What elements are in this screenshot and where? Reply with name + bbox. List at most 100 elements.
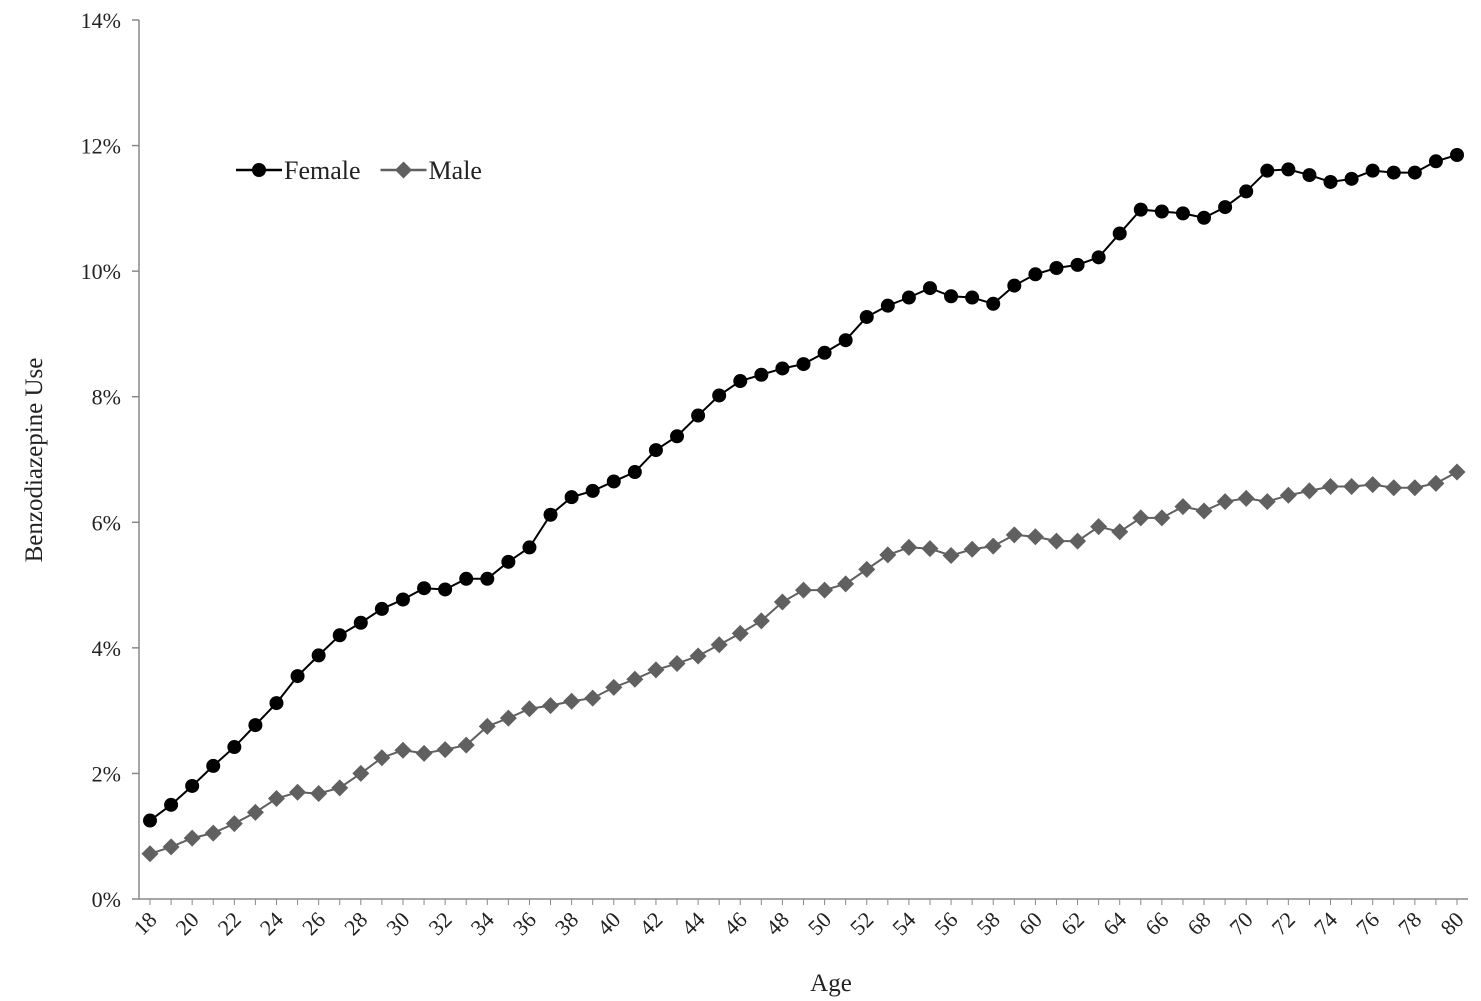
female-point [712, 388, 727, 403]
series-male [141, 463, 1466, 863]
x-tick-label: 22 [213, 907, 246, 940]
female-point [248, 718, 263, 733]
female-point [1365, 163, 1380, 178]
male-point [647, 661, 665, 679]
female-point [543, 507, 558, 522]
female-point [922, 281, 937, 296]
male-point [225, 815, 243, 833]
male-point [478, 717, 496, 735]
legend-label: Male [429, 156, 482, 185]
male-point [879, 546, 897, 564]
female-point [944, 289, 959, 304]
x-tick-label: 60 [1014, 907, 1047, 940]
x-tick-label: 62 [1056, 907, 1089, 940]
female-point [1450, 147, 1464, 162]
female-point [564, 490, 579, 505]
x-tick-label: 26 [297, 907, 330, 940]
male-point [1448, 463, 1466, 481]
female-point [290, 669, 305, 684]
male-point [246, 803, 264, 821]
female-point [1133, 202, 1148, 217]
female-point [1154, 204, 1169, 219]
male-point [731, 624, 749, 642]
x-tick-label: 48 [761, 907, 794, 940]
female-point [733, 374, 748, 389]
male-point [584, 689, 602, 707]
male-point [689, 647, 707, 665]
male-point [1047, 532, 1065, 550]
male-point [942, 547, 960, 565]
x-tick-label: 18 [128, 907, 161, 940]
male-point [499, 709, 517, 727]
male-point [605, 678, 623, 696]
male-point [1279, 486, 1297, 504]
male-point [1132, 509, 1150, 527]
male-point [837, 575, 855, 593]
female-point [1007, 278, 1022, 293]
male-point [1364, 476, 1382, 494]
female-point [311, 648, 326, 663]
female-point [374, 601, 389, 616]
female-point [501, 554, 516, 569]
female-point [1239, 184, 1254, 199]
male-point [963, 540, 981, 558]
male-point [183, 829, 201, 847]
male-point [394, 741, 412, 759]
female-point [754, 367, 769, 382]
y-tick-label: 10% [81, 259, 121, 284]
male-point [795, 581, 812, 599]
female-point [859, 309, 874, 324]
x-tick-label: 28 [339, 907, 372, 940]
male-point [773, 593, 791, 611]
female-point [480, 571, 495, 586]
male-point [1069, 532, 1087, 550]
female-point [1428, 154, 1443, 169]
female-point [1112, 226, 1127, 241]
female-point [164, 797, 179, 812]
male-point [1237, 489, 1255, 507]
female-point [353, 615, 368, 630]
x-tick-label: 76 [1351, 907, 1384, 940]
x-tick-label: 20 [170, 907, 203, 940]
female-point [880, 298, 895, 313]
female-point [227, 740, 242, 755]
x-tick-label: 50 [803, 907, 836, 940]
male-point [1090, 518, 1108, 536]
x-tick-label: 72 [1267, 907, 1300, 940]
x-tick-label: 64 [1098, 907, 1131, 940]
male-point [1406, 479, 1424, 497]
y-tick-label: 8% [92, 385, 121, 410]
legend-item-female: Female [236, 156, 361, 185]
male-point [1216, 493, 1234, 511]
female-point [438, 582, 453, 597]
male-point [289, 783, 307, 801]
y-tick-label: 6% [92, 510, 121, 535]
x-axis: 18 20 22 24 26 28 30 32 34 36 38 40 42 44 46 48 50 52 54 56… [128, 898, 1469, 940]
male-point [1195, 502, 1213, 520]
female-point [627, 465, 642, 480]
female-point [606, 474, 621, 489]
male-point [1005, 526, 1023, 544]
female-point [796, 357, 811, 372]
x-tick-label: 56 [929, 907, 962, 940]
female-point [775, 361, 790, 376]
male-point [520, 700, 538, 718]
male-point [921, 540, 939, 558]
male-point [310, 785, 328, 803]
x-tick-label: 42 [634, 907, 667, 940]
male-point [1343, 477, 1361, 495]
x-tick-label: 54 [887, 907, 920, 940]
x-tick-label: 24 [255, 907, 288, 940]
female-point [1070, 257, 1085, 272]
male-point [141, 845, 159, 863]
x-tick-label: 34 [466, 907, 499, 940]
male-point [352, 764, 370, 782]
female-point [269, 696, 284, 711]
male-point [162, 838, 180, 856]
female-point [1028, 267, 1043, 282]
y-tick-label: 2% [92, 761, 121, 786]
legend-item-male: Male [380, 156, 482, 185]
female-point [185, 778, 200, 793]
male-point [1111, 523, 1129, 541]
